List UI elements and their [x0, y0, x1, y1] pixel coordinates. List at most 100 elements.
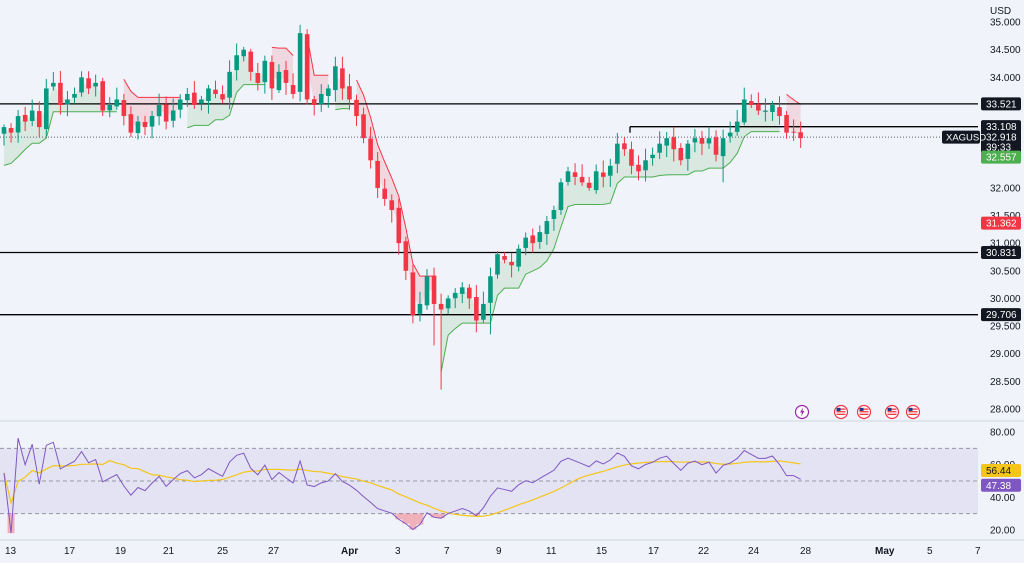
candle[interactable] [185, 87, 190, 107]
candle[interactable] [234, 43, 239, 81]
candle[interactable] [516, 244, 521, 272]
candle[interactable] [318, 84, 324, 112]
candle[interactable] [488, 267, 493, 335]
candle[interactable] [600, 160, 606, 188]
price-label[interactable]: 29.706 [981, 308, 1021, 322]
candle[interactable] [100, 77, 105, 117]
candle[interactable] [734, 110, 740, 136]
candle[interactable] [206, 84, 211, 114]
candle[interactable] [481, 291, 486, 323]
candle[interactable] [537, 225, 543, 249]
candle[interactable] [36, 101, 42, 137]
candle[interactable] [664, 131, 669, 158]
price-label[interactable]: 32.557 [981, 150, 1021, 164]
candle[interactable] [692, 129, 698, 153]
candle[interactable] [523, 232, 528, 256]
rsi-value-label[interactable]: 47.38 [981, 478, 1021, 492]
candle[interactable] [65, 90, 70, 117]
candle[interactable] [389, 194, 395, 223]
candle[interactable] [262, 55, 268, 94]
candle[interactable] [241, 46, 246, 62]
candle[interactable] [72, 87, 77, 104]
candle[interactable] [586, 176, 592, 191]
candle[interactable] [727, 121, 733, 143]
candle[interactable] [213, 80, 218, 99]
candle[interactable] [410, 264, 416, 324]
candle[interactable] [784, 110, 789, 139]
candle[interactable] [467, 284, 472, 309]
candle[interactable] [170, 98, 176, 128]
candle[interactable] [1, 124, 7, 146]
candle[interactable] [93, 74, 98, 97]
candle[interactable] [192, 81, 197, 109]
event-markers[interactable] [794, 404, 921, 420]
candle[interactable] [375, 151, 380, 198]
candle[interactable] [657, 131, 662, 160]
candle[interactable] [51, 72, 56, 91]
candle[interactable] [199, 95, 204, 111]
candle[interactable] [558, 178, 564, 215]
candle[interactable] [777, 96, 782, 125]
candle[interactable] [720, 129, 726, 183]
candle[interactable] [269, 55, 275, 101]
price-label[interactable]: 30.831 [981, 245, 1021, 259]
candle[interactable] [685, 139, 691, 171]
candle[interactable] [135, 115, 141, 140]
candle[interactable] [593, 164, 599, 194]
candle[interactable] [749, 94, 754, 108]
candle[interactable] [509, 253, 514, 278]
candle[interactable] [368, 126, 373, 169]
candle[interactable] [431, 267, 437, 346]
candle[interactable] [770, 101, 775, 121]
candle[interactable] [650, 147, 655, 166]
candle[interactable] [297, 24, 303, 102]
rsi-value-label[interactable]: 56.44 [981, 464, 1021, 478]
candle[interactable] [615, 132, 620, 174]
candle[interactable] [706, 126, 712, 149]
candle[interactable] [276, 64, 282, 93]
candle[interactable] [417, 291, 423, 322]
candle[interactable] [142, 115, 148, 136]
candle[interactable] [149, 110, 155, 139]
price-axis[interactable]: USD 28.000 28.500 29.000 29.500 30.000 30.500… [942, 6, 1021, 536]
price-label[interactable]: 32.918 [981, 130, 1021, 144]
candle[interactable] [347, 73, 352, 110]
us-flag-icon[interactable] [905, 404, 921, 420]
candle[interactable] [530, 228, 536, 253]
candle[interactable] [678, 143, 684, 166]
candle[interactable] [283, 60, 289, 95]
candle[interactable] [565, 166, 571, 186]
candle[interactable] [128, 106, 134, 138]
candle[interactable] [58, 70, 63, 115]
rsi-ma-line[interactable] [3, 459, 801, 517]
candle[interactable] [361, 107, 366, 144]
candle[interactable] [671, 127, 677, 162]
candle[interactable] [763, 98, 768, 122]
lightning-icon[interactable] [794, 404, 810, 420]
candle[interactable] [333, 56, 338, 102]
candle[interactable] [79, 71, 84, 97]
price-label[interactable]: 33.521 [981, 97, 1021, 111]
candle[interactable] [290, 73, 296, 99]
us-flag-icon[interactable] [833, 404, 849, 420]
candle[interactable] [121, 93, 127, 126]
candle[interactable] [255, 62, 261, 91]
price-label[interactable]: 33.108 [981, 120, 1021, 133]
symbol-badge[interactable]: XAGUSD [942, 130, 986, 144]
candle[interactable] [220, 85, 225, 104]
candle[interactable] [396, 198, 402, 255]
candle[interactable] [114, 87, 120, 110]
price-label[interactable]: 39:33 [981, 140, 1021, 154]
candle[interactable] [29, 99, 35, 127]
candle[interactable] [791, 119, 796, 141]
candle[interactable] [502, 252, 507, 264]
candle[interactable] [44, 78, 49, 137]
candle[interactable] [699, 130, 705, 156]
candle[interactable] [403, 236, 409, 280]
candle[interactable] [227, 60, 232, 110]
rsi-line[interactable] [3, 437, 801, 534]
candle[interactable] [643, 148, 648, 182]
candle[interactable] [798, 121, 803, 148]
candle[interactable] [438, 293, 444, 390]
candle[interactable] [445, 295, 451, 315]
